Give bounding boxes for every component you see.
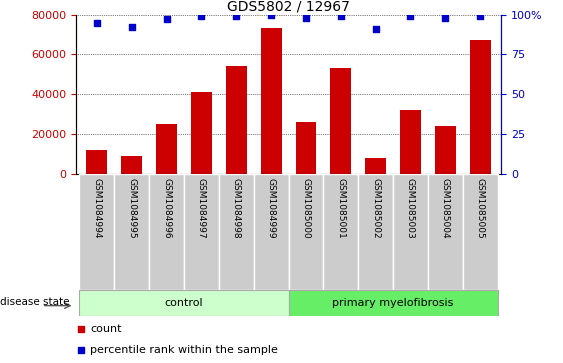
- FancyBboxPatch shape: [184, 174, 219, 290]
- FancyBboxPatch shape: [114, 174, 149, 290]
- Point: [336, 13, 345, 19]
- Text: GSM1084997: GSM1084997: [197, 178, 206, 238]
- Bar: [400, 110, 421, 174]
- Text: disease state: disease state: [0, 297, 69, 307]
- Bar: [261, 28, 282, 174]
- Point: [406, 13, 415, 19]
- Text: GSM1084994: GSM1084994: [92, 178, 101, 238]
- FancyBboxPatch shape: [289, 290, 498, 316]
- FancyBboxPatch shape: [289, 174, 323, 290]
- Point: [127, 24, 136, 30]
- Text: GSM1085005: GSM1085005: [476, 178, 485, 238]
- Text: percentile rank within the sample: percentile rank within the sample: [90, 345, 278, 355]
- Bar: [156, 124, 177, 174]
- Bar: [87, 150, 108, 174]
- FancyBboxPatch shape: [79, 174, 114, 290]
- FancyBboxPatch shape: [219, 174, 254, 290]
- Point: [371, 26, 380, 32]
- Text: primary myelofibrosis: primary myelofibrosis: [332, 298, 454, 308]
- Text: GSM1085003: GSM1085003: [406, 178, 415, 238]
- FancyBboxPatch shape: [79, 290, 289, 316]
- FancyBboxPatch shape: [393, 174, 428, 290]
- Text: GSM1085002: GSM1085002: [371, 178, 380, 238]
- Bar: [191, 93, 212, 174]
- Point: [232, 13, 241, 19]
- FancyBboxPatch shape: [323, 174, 358, 290]
- Bar: [365, 158, 386, 174]
- Bar: [121, 156, 142, 174]
- Text: GSM1084998: GSM1084998: [232, 178, 241, 238]
- Point: [267, 12, 276, 17]
- Bar: [470, 41, 490, 174]
- Bar: [435, 126, 456, 174]
- FancyBboxPatch shape: [254, 174, 289, 290]
- Bar: [330, 68, 351, 174]
- Text: GSM1085001: GSM1085001: [336, 178, 345, 238]
- FancyBboxPatch shape: [463, 174, 498, 290]
- FancyBboxPatch shape: [149, 174, 184, 290]
- Bar: [226, 66, 247, 174]
- FancyBboxPatch shape: [428, 174, 463, 290]
- Text: GSM1085000: GSM1085000: [301, 178, 310, 238]
- Point: [92, 20, 101, 25]
- Text: control: control: [165, 298, 203, 308]
- FancyBboxPatch shape: [358, 174, 393, 290]
- Point: [441, 15, 450, 21]
- Title: GDS5802 / 12967: GDS5802 / 12967: [227, 0, 350, 13]
- Text: GSM1084996: GSM1084996: [162, 178, 171, 238]
- Text: GSM1084995: GSM1084995: [127, 178, 136, 238]
- Bar: [296, 122, 316, 174]
- Point: [301, 15, 310, 21]
- Point: [197, 13, 206, 19]
- Text: count: count: [90, 324, 122, 334]
- Text: GSM1084999: GSM1084999: [267, 178, 276, 238]
- Point: [162, 16, 171, 22]
- Text: GSM1085004: GSM1085004: [441, 178, 450, 238]
- Point: [476, 13, 485, 19]
